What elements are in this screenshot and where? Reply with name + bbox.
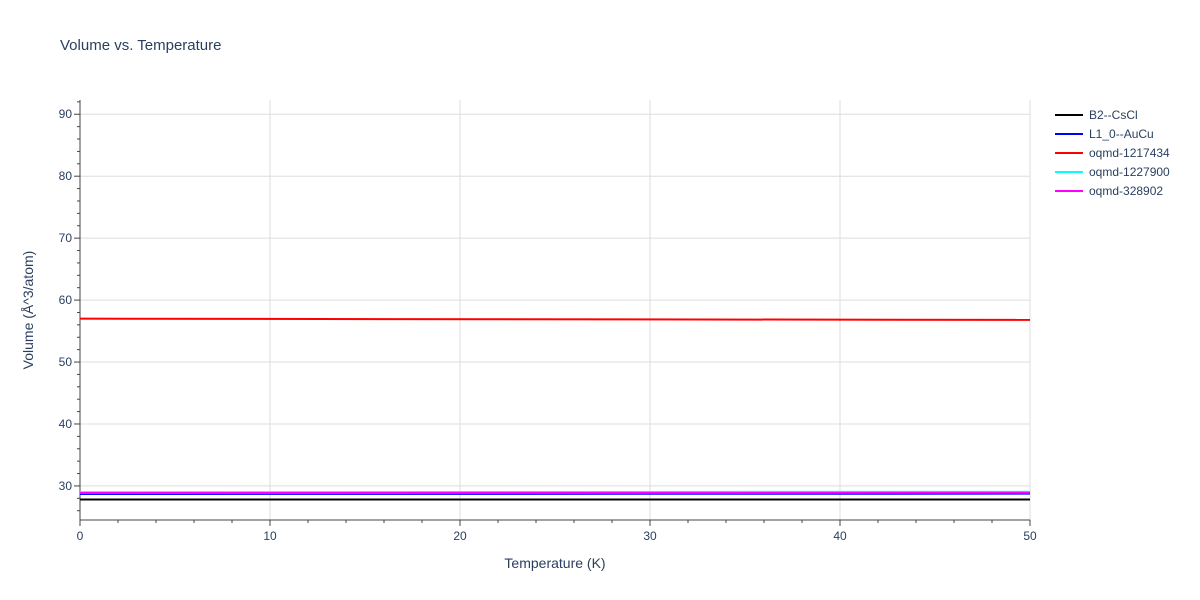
legend-label: oqmd-1217434 <box>1089 146 1170 160</box>
y-tick-label: 80 <box>59 169 73 183</box>
legend-label: L1_0--AuCu <box>1089 127 1154 141</box>
x-tick-label: 50 <box>1023 529 1037 543</box>
legend-item[interactable]: oqmd-1227900 <box>1055 165 1170 179</box>
series-line <box>79 317 1031 321</box>
y-tick-label: 90 <box>59 107 73 121</box>
y-tick-label: 30 <box>59 479 73 493</box>
x-tick-label: 40 <box>833 529 847 543</box>
x-tick-label: 0 <box>77 529 84 543</box>
y-tick-label: 40 <box>59 417 73 431</box>
y-tick-label: 50 <box>59 355 73 369</box>
grid-lines <box>80 100 1031 520</box>
x-tick-label: 30 <box>643 529 657 543</box>
legend-label: oqmd-328902 <box>1089 184 1163 198</box>
legend[interactable]: B2--CsCl L1_0--AuCu oqmd-1217434 oqmd-12279… <box>1055 108 1170 198</box>
x-tick-label: 10 <box>263 529 277 543</box>
legend-item[interactable]: oqmd-328902 <box>1055 184 1163 198</box>
y-tick-label: 60 <box>59 293 73 307</box>
legend-item[interactable]: oqmd-1217434 <box>1055 146 1170 160</box>
x-axis-title: Temperature (K) <box>504 555 605 571</box>
legend-label: B2--CsCl <box>1089 108 1138 122</box>
axes: 0 10 20 30 40 50 30 40 50 60 70 80 90 <box>59 100 1037 543</box>
legend-label: oqmd-1227900 <box>1089 165 1170 179</box>
y-tick-label: 70 <box>59 231 73 245</box>
legend-item[interactable]: B2--CsCl <box>1055 108 1138 122</box>
y-axis-title: Volume (Å^3/atom) <box>20 251 36 370</box>
chart-title: Volume vs. Temperature <box>60 37 221 54</box>
x-tick-label: 20 <box>453 529 467 543</box>
legend-item[interactable]: L1_0--AuCu <box>1055 127 1154 141</box>
series-lines <box>79 317 1031 501</box>
